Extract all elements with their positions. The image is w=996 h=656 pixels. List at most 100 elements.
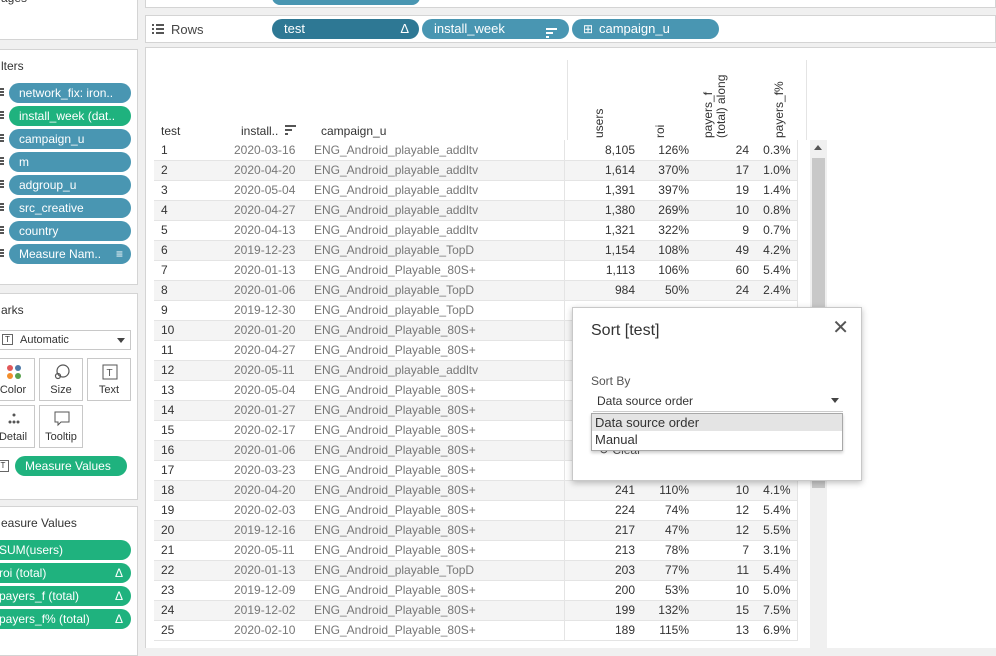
cell-campaign: ENG_Android_playable_addltv [314,140,564,161]
table-row[interactable]: 25 2020-02-10 ENG_Android_Playable_80S+ 189… [154,620,798,641]
cell-payers: 15 [695,600,755,621]
table-row[interactable]: 19 2020-02-03 ENG_Android_Playable_80S+ 224… [154,500,798,521]
delta-icon: Δ [114,566,123,580]
cell-install-week: 2020-04-27 [234,200,314,221]
cell-roi: 74% [635,500,695,521]
cell-users: 199 [563,600,635,621]
filter-pill-label: campaign_u [19,132,85,146]
text-field-icon: T [0,460,9,472]
tooltip-button[interactable]: Tooltip [39,405,83,448]
cell-test: 6 [154,240,234,261]
filter-pill[interactable]: campaign_u [9,129,131,149]
text-label: Text [98,384,120,396]
cell-test: 18 [154,480,234,501]
mark-type-select[interactable]: T Automatic [0,330,131,350]
delta-icon: Δ [114,589,123,603]
cell-test: 2 [154,160,234,181]
text-button[interactable]: T Text [87,358,131,401]
scroll-up-icon[interactable] [814,145,822,150]
filter-pill[interactable]: m [9,152,131,172]
measure-values-mark-pill[interactable]: Measure Values [15,456,127,476]
cell-install-week: 2019-12-02 [234,600,314,621]
database-icon [0,157,4,167]
cell-roi: 126% [635,140,695,161]
cell-install-week: 2020-04-20 [234,480,314,501]
database-icon [0,88,4,98]
cell-install-week: 2019-12-23 [234,240,314,261]
cell-payers: 12 [695,500,755,521]
cell-payers: 7 [695,540,755,561]
rows-pill-campaign-u[interactable]: ⊞ campaign_u [572,19,719,39]
detail-icon [8,413,20,424]
size-button[interactable]: Size [39,358,83,401]
cell-campaign: ENG_Android_Playable_80S+ [314,600,564,621]
table-row[interactable]: 18 2020-04-20 ENG_Android_Playable_80S+ 241… [154,480,798,501]
table-row[interactable]: 5 2020-04-13 ENG_Android_playable_addltv 1,… [154,220,798,241]
cell-roi: 397% [635,180,695,201]
color-button[interactable]: Color [0,358,35,401]
cell-campaign: ENG_Android_playable_addltv [314,360,564,381]
filter-pill[interactable]: network_fix: iron.. [9,83,131,103]
table-row[interactable]: 2 2020-04-20 ENG_Android_playable_addltv 1,… [154,160,798,181]
cell-test: 21 [154,540,234,561]
cell-test: 9 [154,300,234,321]
option-data-source-order[interactable]: Data source order [592,414,842,431]
header-campaign: campaign_u [321,124,387,138]
table-row[interactable]: 24 2019-12-02 ENG_Android_Playable_80S+ 199… [154,600,798,621]
table-row[interactable]: 6 2019-12-23 ENG_Android_playable_TopD 1,15… [154,240,798,261]
cell-roi: 115% [635,620,695,641]
cell-test: 13 [154,380,234,401]
cell-users: 1,321 [563,220,635,241]
rows-pill-test[interactable]: test Δ [272,19,419,39]
measure-value-pill[interactable]: SUM(users) [0,540,131,560]
cell-roi: 132% [635,600,695,621]
table-row[interactable]: 3 2020-05-04 ENG_Android_playable_addltv 1,… [154,180,798,201]
measure-value-pill[interactable]: roi (total) Δ [0,563,131,583]
cell-campaign: ENG_Android_Playable_80S+ [314,480,564,501]
sort-by-select[interactable]: Data source order [593,392,843,412]
detail-button[interactable]: Detail [0,405,35,448]
marks-title: arks [1,303,24,317]
cell-install-week: 2020-05-11 [234,360,314,381]
cell-install-week: 2020-03-16 [234,140,314,161]
cell-campaign: ENG_Android_Playable_80S+ [314,500,564,521]
marks-panel: arks T Automatic Color Size T Text Detai… [0,293,138,500]
table-row[interactable]: 20 2019-12-16 ENG_Android_Playable_80S+ 217… [154,520,798,541]
sort-dialog: Sort [test] ✕ Sort By Data source order … [572,307,862,481]
database-icon [0,134,4,144]
cell-campaign: ENG_Android_playable_TopD [314,300,564,321]
table-row[interactable]: 8 2020-01-06 ENG_Android_playable_TopD 984 5… [154,280,798,301]
table-row[interactable]: 7 2020-01-13 ENG_Android_Playable_80S+ 1,11… [154,260,798,281]
pages-panel: ages [0,0,138,40]
filter-pill[interactable]: Measure Nam.. ≡ [9,244,131,264]
filter-pill[interactable]: install_week (dat.. [9,106,131,126]
table-row[interactable]: 22 2020-01-13 ENG_Android_playable_TopD 203… [154,560,798,581]
columns-shelf [145,0,996,8]
filter-pill-label: Measure Nam.. [19,247,102,261]
mark-type-label: Automatic [20,334,69,346]
rows-pill-install-week[interactable]: install_week [422,19,569,39]
table-row[interactable]: 4 2020-04-27 ENG_Android_playable_addltv 1,… [154,200,798,221]
filter-pill[interactable]: adgroup_u [9,175,131,195]
table-row[interactable]: 1 2020-03-16 ENG_Android_playable_addltv 8,… [154,140,798,161]
cell-install-week: 2020-01-06 [234,440,314,461]
close-icon[interactable]: ✕ [832,317,849,339]
cell-payers-pct: 0.8% [755,200,798,221]
option-manual[interactable]: Manual [595,432,638,447]
cell-users: 1,380 [563,200,635,221]
database-icon [0,203,4,213]
measure-value-pill[interactable]: payers_f% (total) Δ [0,609,131,629]
table-row[interactable]: 21 2020-05-11 ENG_Android_Playable_80S+ 213… [154,540,798,561]
table-row[interactable]: 23 2019-12-09 ENG_Android_Playable_80S+ 200… [154,580,798,601]
cell-roi: 110% [635,480,695,501]
sort-by-label: Sort By [591,374,631,388]
columns-pill[interactable] [272,0,420,5]
filter-pill[interactable]: country [9,221,131,241]
measure-value-pill[interactable]: payers_f (total) Δ [0,586,131,606]
cell-install-week: 2020-01-06 [234,280,314,301]
cell-payers-pct: 7.5% [755,600,798,621]
sort-desc-icon [546,24,557,44]
filter-pill[interactable]: src_creative [9,198,131,218]
header-install-week[interactable]: install.. [241,124,296,138]
cell-install-week: 2020-01-13 [234,560,314,581]
